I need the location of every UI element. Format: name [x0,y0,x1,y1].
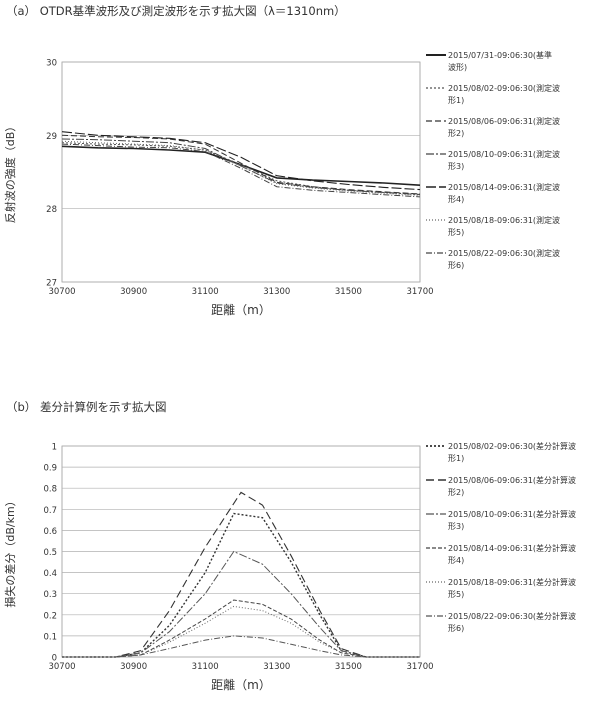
y-tick-label: 0.9 [43,464,57,474]
legend-label: 2015/08/22-09:06:30(測定波形6) [448,248,560,270]
x-tick-label: 30900 [120,662,147,672]
x-tick-label: 31300 [263,287,290,297]
x-tick-label: 31300 [263,662,290,672]
legend-label: 2015/08/14-09:06:31(差分計算波形4) [448,543,576,565]
y-tick-label: 0.8 [43,485,57,495]
y-tick-label: 0.7 [43,506,57,516]
legend-label: 2015/08/02-09:06:30(差分計算波形1) [448,441,576,463]
y-tick-label: 0.6 [43,527,57,537]
legend-label: 2015/08/18-09:06:31(差分計算波形5) [448,577,576,599]
legend-label: 2015/08/10-09:06:31(測定波形3) [448,149,560,171]
y-tick-label: 30 [46,59,57,69]
x-tick-label: 31100 [192,662,219,672]
legend-label: 2015/08/14-09:06:31(測定波形4) [448,182,560,204]
x-tick-label: 31700 [406,287,433,297]
x-axis-label: 距離（m） [211,303,271,317]
y-tick-label: 0.3 [43,590,57,600]
y-tick-label: 0.1 [43,632,57,642]
plot-area [62,62,420,282]
y-tick-label: 29 [46,132,57,142]
x-tick-label: 30700 [48,287,75,297]
x-tick-label: 30900 [120,287,147,297]
y-axis-label: 反射波の強度（dB） [3,121,17,224]
figure-a-title: （a） OTDR基準波形及び測定波形を示す拡大図（λ＝1310nm） [6,4,346,18]
legend-label: 2015/08/22-09:06:30(差分計算波形6) [448,611,576,633]
y-tick-label: 28 [46,205,57,215]
y-tick-label: 0.4 [43,569,57,579]
x-axis-label: 距離（m） [211,678,271,692]
legend-label: 2015/08/18-09:06:31(測定波形5) [448,215,560,237]
y-axis-label: 損失の差分（dB/km） [3,495,17,607]
y-tick-label: 0.2 [43,611,57,621]
legend-label: 2015/07/31-09:06:30(基準波形) [448,50,552,72]
chart-a: 27282930307003090031100313003150031700距離… [3,50,560,317]
x-tick-label: 31500 [335,662,362,672]
x-tick-label: 31500 [335,287,362,297]
y-tick-label: 1 [52,443,57,453]
y-tick-label: 0.5 [43,548,57,558]
x-tick-label: 31700 [406,662,433,672]
x-tick-label: 30700 [48,662,75,672]
legend-label: 2015/08/10-09:06:31(差分計算波形3) [448,509,576,531]
legend-label: 2015/08/06-09:06:31(測定波形2) [448,116,560,138]
x-tick-label: 31100 [192,287,219,297]
legend-label: 2015/08/02-09:06:30(測定波形1) [448,83,560,105]
figure-b-title: （b） 差分計算例を示す拡大図 [6,400,166,414]
chart-b: 00.10.20.30.40.50.60.70.80.9130700309003… [3,441,576,692]
legend-label: 2015/08/06-09:06:31(差分計算波形2) [448,475,576,497]
